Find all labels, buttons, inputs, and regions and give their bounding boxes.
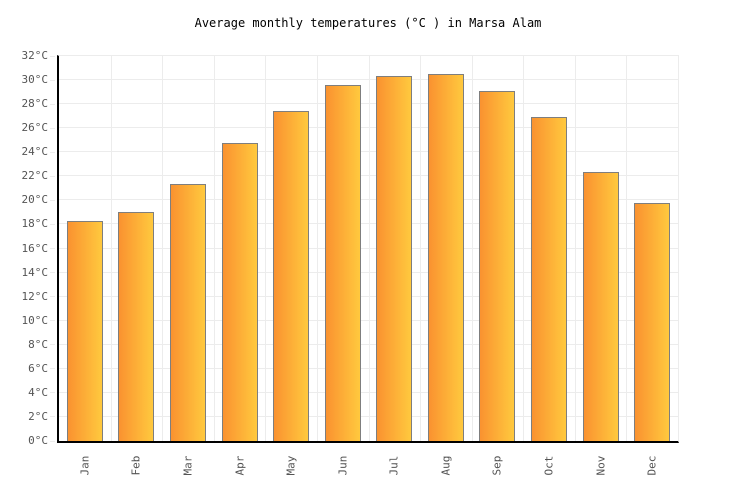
y-axis-tick-label: 12°C [21,289,49,303]
y-axis-tick [50,175,55,177]
x-axis-tick-label: Apr [233,455,247,476]
y-axis-tick [50,416,55,418]
vertical-gridline [523,56,525,441]
y-axis-tick [50,199,55,201]
bar-nov [582,171,619,441]
x-axis-tick-label: Sep [490,455,504,476]
y-axis-tick-label: 8°C [28,337,48,351]
y-axis-tick [50,223,55,225]
vertical-gridline [265,56,267,441]
y-axis-tick [50,368,55,370]
bar-jan [66,220,103,441]
x-axis-tick-label: Aug [439,455,453,476]
vertical-gridline [368,56,370,441]
bar-jun [324,84,361,441]
vertical-gridline [471,56,473,441]
y-axis-tick [50,392,55,394]
y-axis-tick-label: 16°C [21,241,49,255]
y-axis-tick-label: 26°C [21,121,49,135]
y-axis-tick [50,127,55,129]
y-axis-tick-label: 10°C [21,313,49,327]
y-axis-tick [50,296,55,298]
y-axis-tick-label: 14°C [21,265,49,279]
y-axis-tick-label: 28°C [21,97,49,111]
vertical-gridline [213,56,215,441]
y-axis-tick [50,151,55,153]
x-axis-tick-label: Jul [387,455,401,476]
vertical-gridline [626,56,628,441]
vertical-gridline [110,56,112,441]
bar-mar [169,183,206,441]
bar-feb [118,212,155,441]
bar-sep [479,90,516,441]
y-axis-tick-label: 4°C [28,385,48,399]
y-axis-tick [50,272,55,274]
y-axis-tick-label: 6°C [28,361,48,375]
x-axis-tick-label: Mar [181,455,195,476]
bar-aug [427,74,464,441]
vertical-gridline [574,56,576,441]
y-axis-tick [50,248,55,249]
x-axis-tick-label: Nov [594,455,608,476]
y-axis-tick [50,344,55,346]
y-axis-tick [50,79,55,81]
y-axis-tick-label: 30°C [21,73,49,87]
bar-oct [531,117,568,441]
y-axis-tick-label: 22°C [21,169,49,183]
vertical-gridline [316,56,318,441]
bar-dec [634,202,671,441]
y-axis-tick-label: 18°C [21,217,49,231]
x-axis-tick-label: May [284,455,298,476]
y-axis-tick [50,440,55,442]
y-axis-tick-label: 32°C [21,49,49,62]
chart-title: Average monthly temperatures (°C ) in Ma… [194,16,542,30]
x-axis-tick-label: Jun [336,455,350,476]
y-axis-tick-label: 2°C [28,409,48,423]
y-axis-tick-label: 24°C [21,145,49,159]
bar-jul [376,76,413,441]
plot-area: 0°C 2°C 4°C 6°C 8°C 10°C 12°C 14°C 16°C 18°C 20°C 2… [22,50,679,475]
x-axis-tick-label: Oct [542,455,556,476]
x-axis-tick-label: Jan [78,455,92,476]
bar-apr [221,142,258,441]
vertical-gridline [420,56,422,441]
bar-may [273,111,310,441]
x-axis-tick-label: Feb [129,455,143,476]
y-axis-tick-label: 20°C [21,193,49,207]
y-axis-tick-label: 0°C [28,434,48,447]
vertical-gridline [162,56,164,441]
y-axis-tick [50,320,55,322]
y-axis-tick [50,103,55,105]
y-axis-tick [50,55,55,57]
x-axis-tick-label: Dec [645,455,659,476]
